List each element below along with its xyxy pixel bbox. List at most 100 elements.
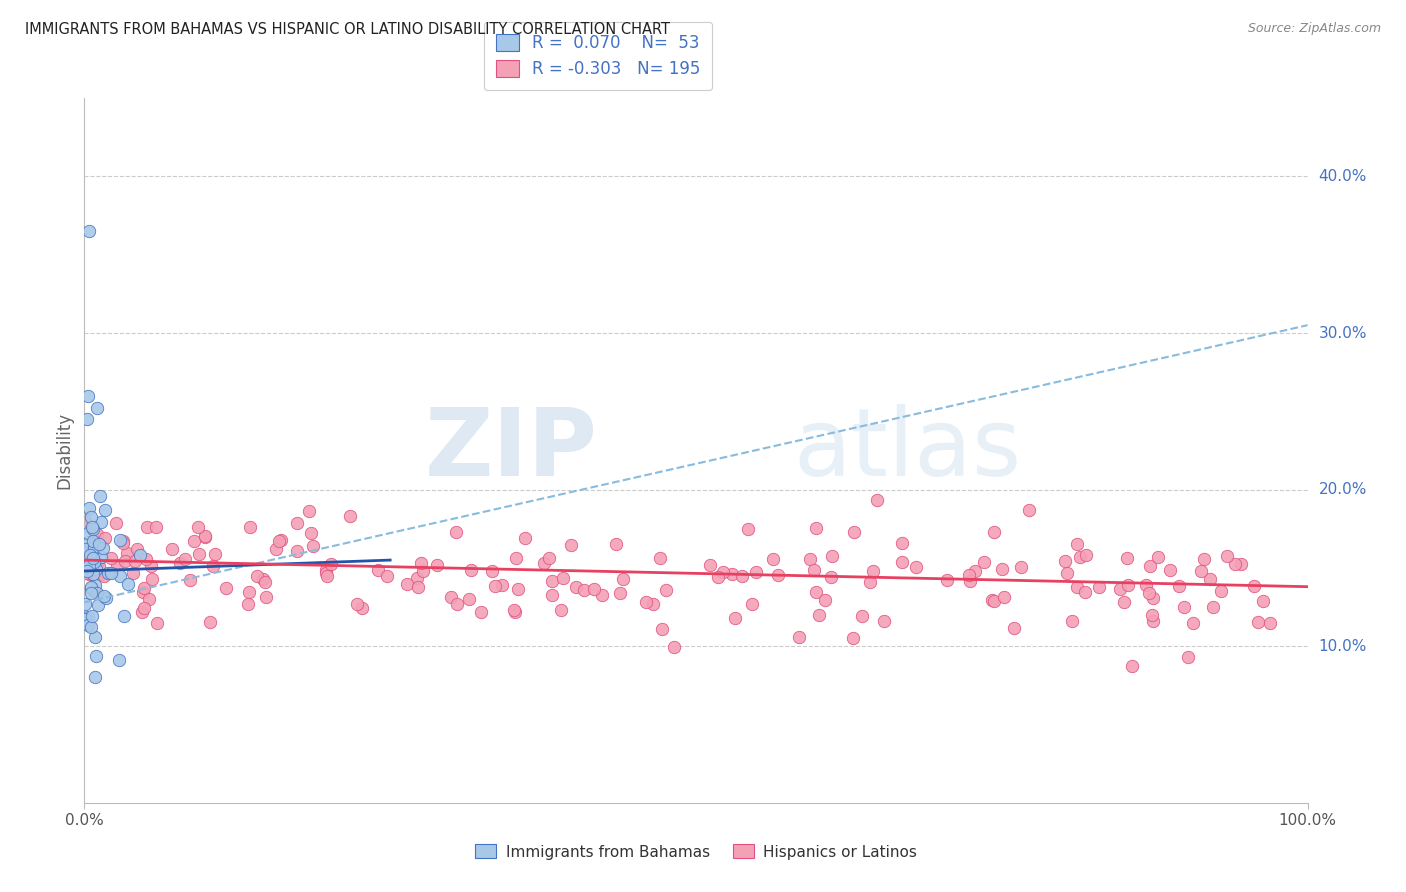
Legend: Immigrants from Bahamas, Hispanics or Latinos: Immigrants from Bahamas, Hispanics or La… (468, 838, 924, 865)
Point (699, 558, 721, 573)
Point (605, 537, 627, 551)
Point (83, 541, 105, 556)
Point (1142, 591, 1164, 606)
Point (82, 608, 104, 623)
Point (77, 618, 100, 632)
Point (77, 566, 100, 581)
Point (1121, 658, 1143, 673)
Point (80, 585, 103, 599)
Point (1112, 595, 1135, 609)
Point (146, 616, 169, 631)
Point (84, 649, 107, 664)
Point (77, 610, 100, 624)
Point (80, 580, 103, 594)
Point (299, 526, 322, 541)
Point (270, 533, 292, 548)
Point (935, 573, 957, 587)
Point (1147, 550, 1170, 565)
Point (145, 519, 167, 533)
Point (1060, 614, 1083, 628)
Point (77, 224, 100, 238)
Point (162, 541, 184, 556)
Point (804, 585, 827, 599)
Point (132, 585, 155, 599)
Point (406, 580, 429, 594)
Point (481, 564, 503, 578)
Point (1182, 615, 1205, 630)
Point (124, 554, 146, 568)
Point (367, 563, 389, 577)
Point (1109, 582, 1132, 596)
Point (75, 561, 97, 575)
Point (1087, 581, 1109, 595)
Point (651, 623, 673, 637)
Point (1243, 579, 1265, 593)
Point (82, 534, 104, 549)
Point (94, 531, 117, 545)
Point (1074, 548, 1097, 562)
Point (315, 563, 337, 577)
Point (1216, 549, 1239, 563)
Point (298, 504, 321, 518)
Point (1258, 616, 1281, 631)
Point (375, 569, 398, 583)
Point (814, 593, 837, 607)
Point (806, 521, 828, 535)
Point (1177, 650, 1199, 665)
Point (565, 580, 588, 594)
Point (1056, 566, 1078, 580)
Point (183, 533, 205, 548)
Point (201, 558, 224, 573)
Point (87, 559, 110, 574)
Text: Source: ZipAtlas.com: Source: ZipAtlas.com (1247, 22, 1381, 36)
Point (89, 489, 111, 503)
Point (787, 630, 810, 644)
Point (406, 571, 429, 585)
Point (352, 601, 374, 615)
Point (83, 584, 105, 599)
Point (851, 608, 873, 623)
Point (188, 547, 211, 561)
Point (86, 536, 108, 550)
Point (179, 574, 201, 588)
Point (76, 564, 98, 578)
Point (502, 603, 524, 617)
Point (1189, 564, 1212, 578)
Point (86, 557, 108, 571)
Point (139, 558, 162, 573)
Y-axis label: Disability: Disability (55, 412, 73, 489)
Point (135, 552, 157, 566)
Text: 40.0%: 40.0% (1319, 169, 1367, 184)
Text: 20.0%: 20.0% (1319, 482, 1367, 497)
Point (76, 542, 98, 557)
Point (1073, 585, 1095, 599)
Point (91, 541, 114, 555)
Point (86, 401, 108, 416)
Point (253, 575, 276, 590)
Point (77, 389, 100, 403)
Point (82, 520, 104, 534)
Point (82, 522, 104, 536)
Point (957, 568, 980, 582)
Point (655, 582, 678, 597)
Point (980, 593, 1002, 607)
Point (346, 598, 368, 612)
Point (84, 544, 107, 558)
Point (859, 574, 882, 589)
Point (1135, 578, 1157, 592)
Point (77, 534, 100, 549)
Point (1142, 615, 1164, 629)
Point (315, 566, 337, 580)
Point (90, 567, 112, 582)
Point (551, 572, 574, 586)
Text: 30.0%: 30.0% (1319, 326, 1367, 341)
Point (127, 541, 149, 556)
Point (973, 556, 995, 570)
Point (285, 544, 308, 558)
Point (513, 531, 536, 545)
Point (560, 538, 582, 552)
Point (73, 513, 96, 527)
Point (1225, 557, 1247, 571)
Point (194, 528, 217, 542)
Point (187, 520, 209, 534)
